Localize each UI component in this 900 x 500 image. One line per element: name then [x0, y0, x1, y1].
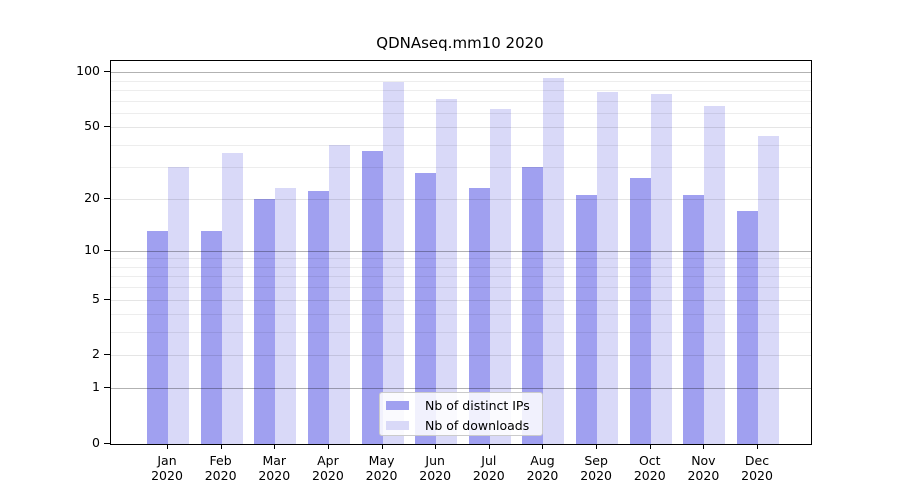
gridline-60 [111, 112, 811, 114]
gridline-80 [111, 89, 811, 91]
bar-ips-aug [522, 167, 544, 444]
bar-ips-nov [683, 194, 705, 444]
bar-downloads-jul [489, 108, 511, 444]
gridline-30 [111, 167, 811, 169]
legend-label-downloads: Nb of downloads [425, 417, 530, 433]
bar-downloads-mar [275, 187, 297, 444]
y-tick-label-50: 50 [84, 118, 100, 134]
gridline-1 [111, 388, 811, 390]
y-tick-100 [104, 71, 110, 73]
x-tick-jul [488, 445, 490, 449]
bar-downloads-may [382, 82, 404, 444]
legend: Nb of distinct IPs Nb of downloads [379, 392, 543, 436]
bar-downloads-jun [436, 99, 458, 444]
x-tick-label-oct: Oct 2020 [633, 453, 666, 483]
x-tick-label-feb: Feb 2020 [204, 453, 237, 483]
y-tick-label-10: 10 [84, 241, 100, 257]
y-tick-label-5: 5 [92, 290, 100, 306]
x-tick-aug [542, 445, 544, 449]
bar-ips-dec [737, 211, 759, 444]
bar-downloads-oct [650, 94, 672, 444]
gridline-90 [111, 80, 811, 82]
bar-ips-apr [307, 191, 329, 444]
bar-downloads-feb [221, 153, 243, 444]
bar-ips-mar [254, 198, 276, 444]
x-tick-jun [435, 445, 437, 449]
legend-swatch-downloads [386, 420, 409, 430]
gridline-6 [111, 287, 811, 289]
y-tick-label-100: 100 [76, 63, 100, 79]
bar-ips-jan [147, 231, 168, 444]
x-tick-sep [596, 445, 598, 449]
x-tick-label-jul: Jul 2020 [472, 453, 505, 483]
y-tick-label-1: 1 [92, 379, 100, 395]
plot-area [110, 60, 812, 445]
gridline-7 [111, 276, 811, 278]
bar-downloads-jan [168, 167, 189, 444]
gridline-20 [111, 198, 811, 200]
y-tick-label-2: 2 [92, 346, 100, 362]
x-tick-label-jan: Jan 2020 [151, 453, 183, 483]
gridline-100 [111, 72, 811, 74]
y-tick-label-0: 0 [92, 435, 100, 450]
gridline-40 [111, 144, 811, 146]
y-tick-0 [104, 443, 110, 444]
gridline-4 [111, 314, 811, 316]
gridline-70 [111, 100, 811, 102]
legend-swatch-distinct-ips [386, 400, 409, 410]
bar-downloads-aug [543, 77, 565, 444]
bar-downloads-sep [597, 91, 619, 444]
x-tick-label-nov: Nov 2020 [687, 453, 720, 483]
y-tick-50 [104, 126, 110, 128]
y-tick-label-20: 20 [84, 189, 100, 205]
gridline-3 [111, 332, 811, 334]
y-tick-2 [104, 354, 110, 356]
x-tick-label-dec: Dec 2020 [741, 453, 773, 483]
bar-ips-jun [415, 172, 437, 444]
bar-ips-oct [629, 178, 651, 444]
legend-item-downloads: Nb of downloads [380, 415, 542, 435]
x-tick-dec [757, 445, 759, 449]
x-tick-label-may: May 2020 [365, 453, 398, 483]
gridline-50 [111, 127, 811, 129]
legend-item-distinct-ips: Nb of distinct IPs [380, 395, 542, 415]
x-tick-label-mar: Mar 2020 [258, 453, 291, 483]
bar-ips-feb [200, 231, 222, 444]
chart-title: QDNAseq.mm10 2020 [376, 34, 544, 52]
x-tick-mar [274, 445, 276, 449]
x-tick-may [381, 445, 383, 449]
bar-ips-jul [468, 187, 490, 444]
x-tick-jan [167, 445, 168, 449]
x-tick-oct [649, 445, 651, 449]
gridline-2 [111, 355, 811, 357]
bar-ips-may [361, 150, 383, 444]
bar-ips-sep [576, 194, 598, 444]
x-tick-label-sep: Sep 2020 [580, 453, 613, 483]
y-tick-10 [104, 249, 110, 251]
gridline-10 [111, 250, 811, 252]
gridline-8 [111, 266, 811, 268]
gridline-9 [111, 258, 811, 260]
x-tick-label-aug: Aug 2020 [526, 453, 559, 483]
y-tick-20 [104, 197, 110, 199]
x-tick-label-jun: Jun 2020 [419, 453, 452, 483]
y-tick-1 [104, 387, 110, 389]
x-tick-label-apr: Apr 2020 [312, 453, 344, 483]
y-tick-5 [104, 298, 110, 300]
x-tick-nov [703, 445, 705, 449]
bar-downloads-apr [328, 144, 350, 444]
x-tick-feb [220, 445, 222, 449]
bar-downloads-nov [704, 106, 726, 444]
legend-label-distinct-ips: Nb of distinct IPs [425, 397, 530, 413]
gridline-5 [111, 299, 811, 301]
bar-downloads-dec [758, 135, 780, 444]
x-tick-apr [327, 445, 329, 449]
